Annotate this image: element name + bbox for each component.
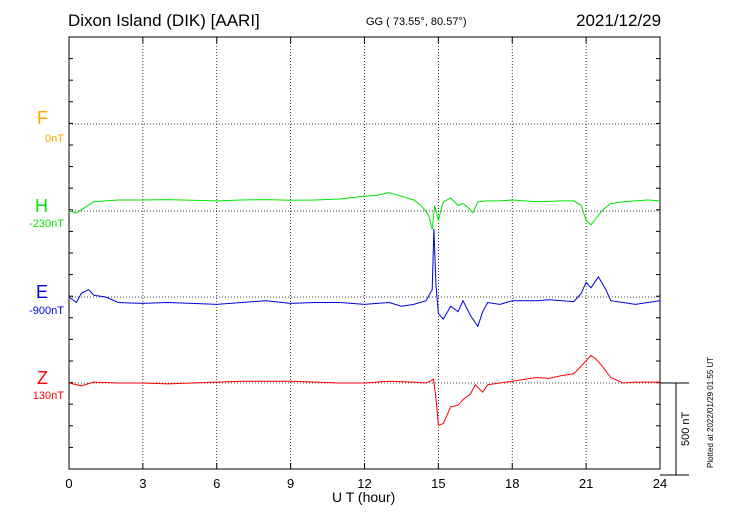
series-line-h — [68, 192, 661, 230]
channel-e-baseline: -900nT — [29, 305, 64, 317]
plotted-timestamp: Plotted at 2022/01/29 01:55 UT — [706, 356, 715, 468]
channel-h-letter: H — [35, 196, 48, 216]
station-title: Dixon Island (DIK) [AARI] — [68, 11, 260, 30]
scale-bar-label: 500 nT — [680, 411, 692, 446]
x-tick-label: 24 — [653, 476, 667, 491]
x-tick-label: 15 — [431, 476, 445, 491]
series-line-z — [68, 354, 660, 426]
channel-h-baseline: -230nT — [29, 218, 64, 230]
channel-z-letter: Z — [37, 368, 48, 388]
channel-f-baseline: 0nT — [45, 133, 64, 145]
x-tick-label: 9 — [287, 476, 294, 491]
x-tick-label: 3 — [139, 476, 146, 491]
series-line-e — [68, 228, 661, 328]
geographic-coordinates: GG ( 73.55°, 80.57°) — [366, 16, 467, 28]
channel-f-letter: F — [37, 108, 48, 128]
channel-z-baseline: 130nT — [32, 390, 64, 402]
channel-e-letter: E — [35, 282, 48, 302]
x-tick-label: 12 — [357, 476, 371, 491]
x-tick-label: 18 — [505, 476, 519, 491]
x-tick-label: 0 — [65, 476, 72, 491]
x-tick-label: 21 — [579, 476, 593, 491]
x-tick-label: 6 — [213, 476, 220, 491]
date-label: 2021/12/29 — [576, 11, 662, 30]
x-axis-label: U T (hour) — [332, 489, 396, 505]
